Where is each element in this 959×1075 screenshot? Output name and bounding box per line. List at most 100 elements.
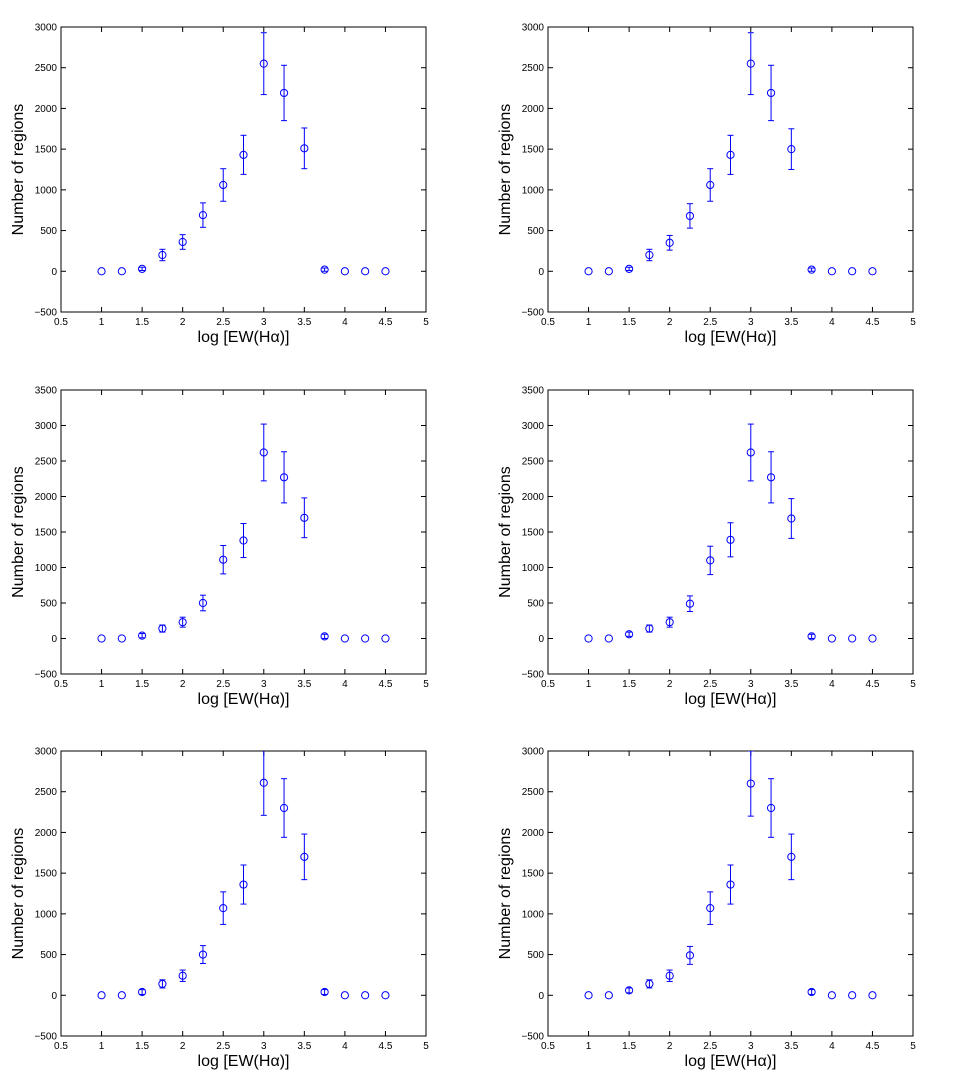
data-point — [848, 634, 857, 643]
chart-panel-4: 0.5 1 1.5 2 2.5 3 3.5 4 4.5 5 −500 0 500 1000 1500 2000… — [497, 386, 916, 709]
y-tick-label: 0 — [538, 991, 544, 1002]
x-axis-label: log [EW(Hα)] — [685, 691, 777, 708]
data-point — [300, 852, 309, 861]
x-axis-label-suffix: )] — [767, 329, 777, 346]
y-tick-label: 3500 — [35, 386, 58, 397]
x-tick-label: 0.5 — [541, 679, 555, 690]
x-tick-label: 2.5 — [216, 679, 230, 690]
x-axis-label: log [EW(Hα)] — [685, 1053, 777, 1070]
data-series — [584, 32, 877, 276]
data-point — [138, 264, 147, 273]
data-point — [706, 904, 715, 913]
x-tick-label: 4 — [829, 679, 835, 690]
x-tick-label: 0.5 — [541, 1041, 555, 1052]
x-tick-label: 1.5 — [135, 317, 149, 328]
data-point — [259, 778, 268, 787]
data-point — [117, 634, 126, 643]
data-point — [848, 991, 857, 1000]
data-point — [868, 267, 877, 276]
data-point — [158, 250, 167, 260]
y-tick-label: 1000 — [522, 185, 545, 196]
y-tick-label: 1000 — [35, 185, 58, 196]
x-axis-label-alpha: α — [270, 1053, 279, 1070]
y-axis-label: Number of regions — [10, 828, 27, 960]
data-point — [158, 624, 167, 633]
y-tick-label: 0 — [538, 267, 544, 278]
x-tick-label: 1.5 — [135, 679, 149, 690]
data-point — [198, 950, 208, 959]
x-tick-label: 3.5 — [297, 679, 311, 690]
x-tick-label: 5 — [423, 317, 429, 328]
x-tick-label: 1 — [586, 1041, 592, 1052]
data-point — [645, 250, 654, 260]
x-tick-label: 4.5 — [378, 317, 392, 328]
data-point — [604, 991, 613, 1000]
y-axis-label: Number of regions — [497, 466, 514, 598]
data-point — [320, 265, 329, 274]
x-tick-label: 2 — [180, 317, 186, 328]
data-point — [320, 987, 329, 997]
y-tick-label: 2500 — [522, 787, 545, 798]
y-axis-label: Number of regions — [497, 828, 514, 960]
data-point — [746, 779, 755, 788]
data-point — [706, 556, 715, 565]
data-series — [584, 423, 877, 643]
y-tick-label: 3000 — [522, 421, 545, 432]
x-tick-label: 2.5 — [703, 317, 717, 328]
data-point — [625, 264, 634, 273]
data-point — [766, 473, 776, 482]
data-point — [868, 991, 877, 1000]
x-tick-label: 1 — [99, 317, 105, 328]
data-point — [178, 618, 187, 627]
data-point — [584, 634, 593, 643]
data-point — [97, 267, 106, 276]
x-axis-label-prefix: log [EW(H — [685, 329, 758, 346]
data-point — [381, 634, 390, 643]
x-axis-label: log [EW(Hα)] — [685, 329, 777, 346]
x-tick-label: 3.5 — [784, 1041, 798, 1052]
y-tick-label: 3000 — [35, 23, 58, 34]
data-point — [340, 267, 349, 276]
data-point — [665, 971, 674, 980]
y-tick-label: 2500 — [35, 787, 58, 798]
x-tick-label: 4.5 — [865, 317, 879, 328]
x-tick-label: 1 — [586, 679, 592, 690]
data-point — [279, 803, 289, 813]
data-point — [584, 267, 593, 276]
y-tick-label: 1500 — [522, 145, 545, 156]
x-axis-label-suffix: )] — [280, 329, 290, 346]
y-tick-label: 0 — [51, 267, 57, 278]
data-point — [381, 267, 390, 276]
x-axis-label-prefix: log [EW(H — [198, 329, 271, 346]
y-tick-label: 1500 — [35, 869, 58, 880]
y-axis-label: Number of regions — [497, 104, 514, 236]
y-tick-label: −500 — [34, 1032, 57, 1043]
data-point — [97, 634, 106, 643]
y-tick-label: −500 — [34, 308, 57, 319]
data-point — [239, 536, 248, 545]
x-axis-label-alpha: α — [757, 1053, 766, 1070]
y-tick-label: 2500 — [522, 63, 545, 74]
data-point — [138, 987, 147, 997]
data-point — [807, 987, 816, 997]
data-point — [300, 513, 309, 522]
y-axis-label: Number of regions — [10, 104, 27, 236]
x-tick-label: 5 — [910, 317, 916, 328]
x-axis-label: log [EW(Hα)] — [198, 329, 290, 346]
chart-panel-5: 0.5 1 1.5 2 2.5 3 3.5 4 4.5 5 −500 0 500 1000 1500 2000… — [10, 747, 429, 1071]
data-point — [361, 634, 370, 643]
x-tick-label: 5 — [910, 1041, 916, 1052]
data-point — [625, 986, 634, 995]
data-point — [340, 634, 349, 643]
y-tick-label: 500 — [527, 950, 544, 961]
y-tick-label: 1000 — [35, 909, 58, 920]
data-point — [848, 267, 857, 276]
x-tick-label: 2.5 — [216, 1041, 230, 1052]
x-tick-label: 4 — [829, 1041, 835, 1052]
x-axis-label-suffix: )] — [767, 1053, 777, 1070]
data-point — [807, 265, 816, 274]
y-tick-label: 1000 — [522, 563, 545, 574]
x-tick-label: 3 — [748, 317, 754, 328]
x-axis-label-suffix: )] — [280, 1053, 290, 1070]
data-point — [787, 145, 796, 154]
